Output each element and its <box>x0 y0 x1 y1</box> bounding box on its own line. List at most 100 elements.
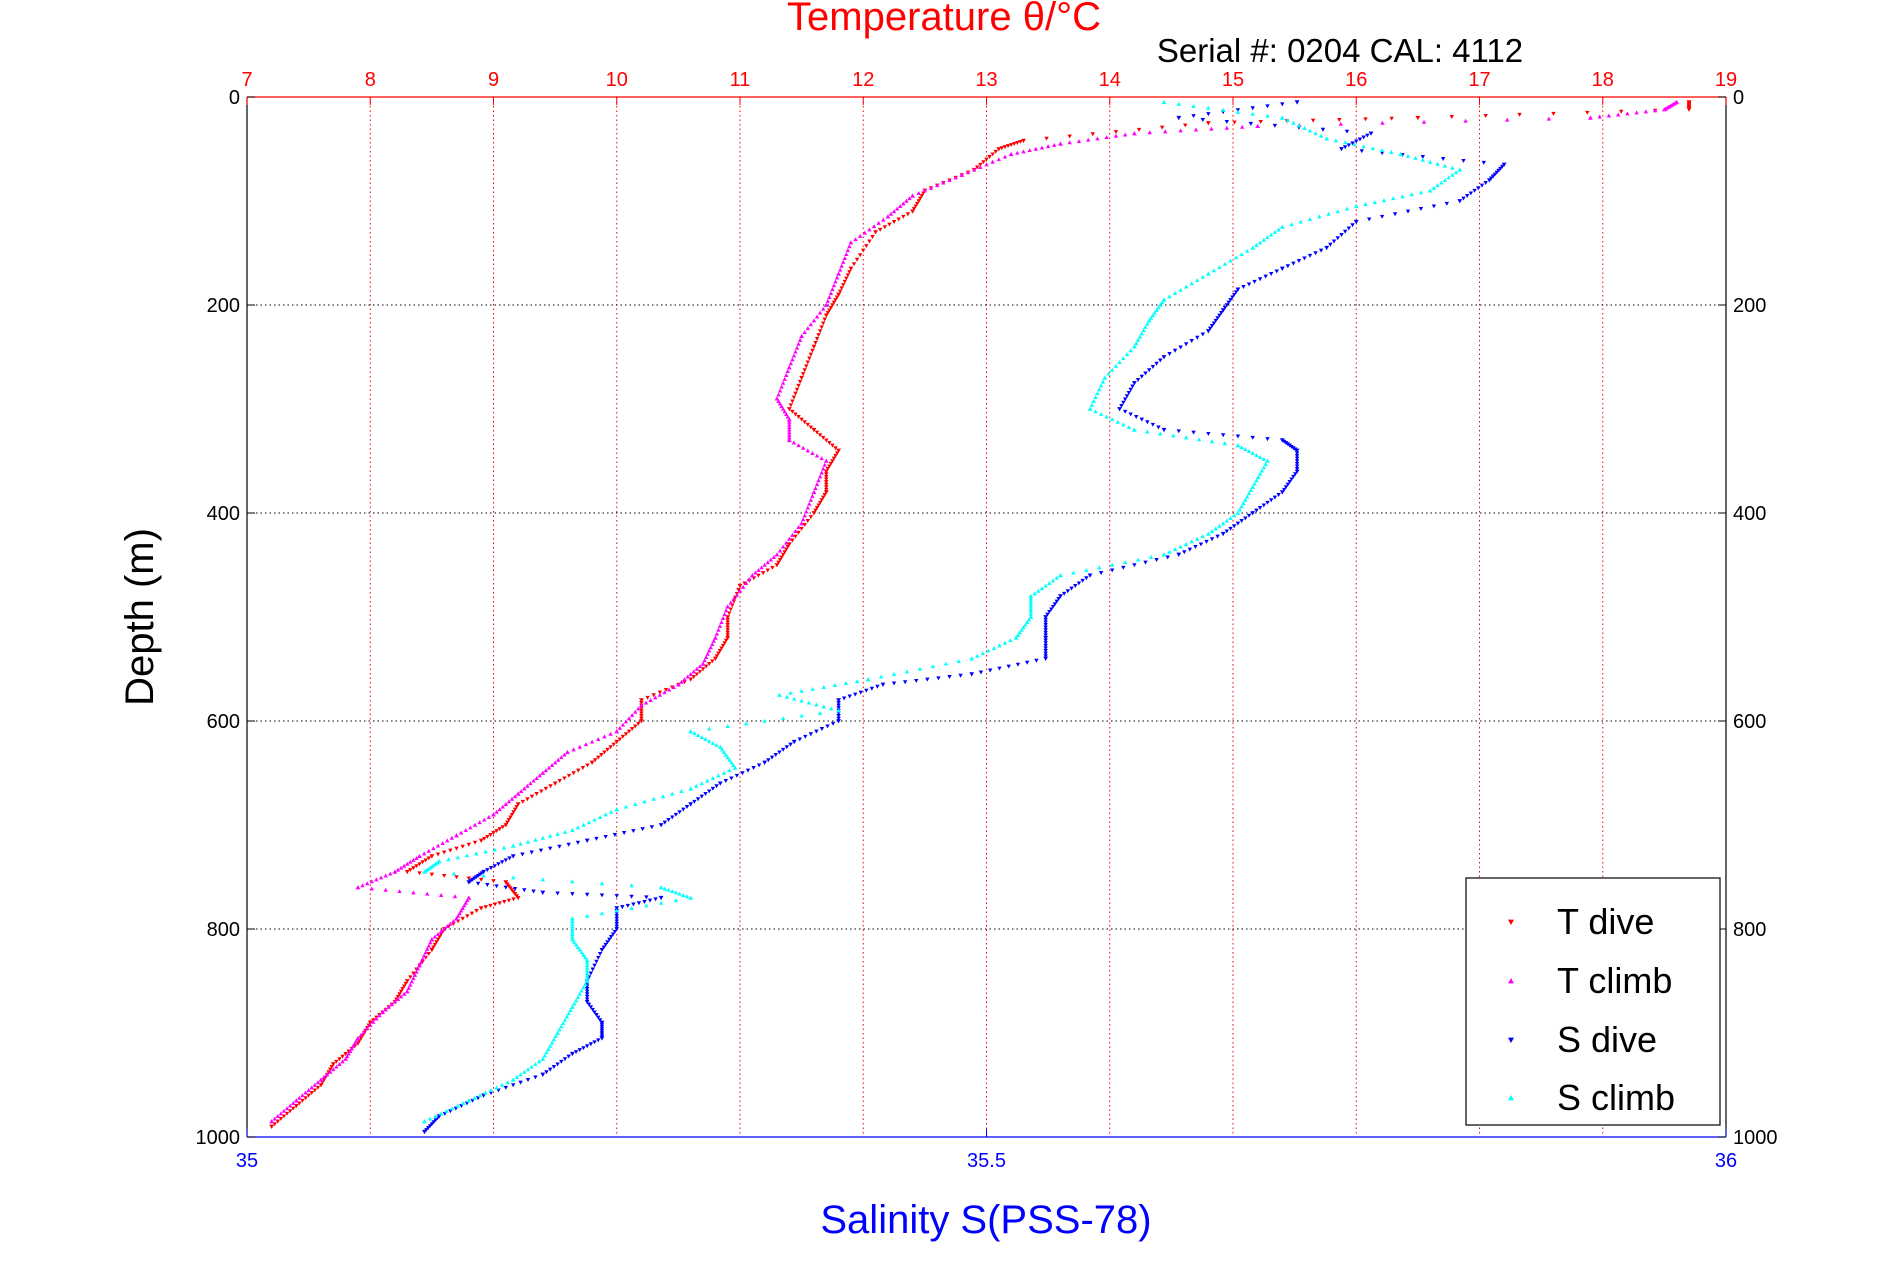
data-point <box>1357 137 1363 142</box>
data-point <box>1006 664 1011 669</box>
data-point <box>1359 149 1364 154</box>
data-point <box>1285 442 1291 447</box>
data-point <box>562 776 567 781</box>
data-point <box>1152 310 1157 315</box>
data-point <box>360 883 365 888</box>
data-point <box>1189 539 1194 544</box>
data-point <box>559 1024 564 1029</box>
data-point <box>834 451 840 456</box>
data-point <box>814 453 820 458</box>
data-point <box>842 256 847 260</box>
data-point <box>987 155 992 159</box>
data-point <box>792 696 797 701</box>
data-point <box>497 901 502 906</box>
data-point <box>451 922 456 926</box>
data-point <box>727 768 732 773</box>
data-point <box>841 259 846 264</box>
data-point <box>832 683 838 688</box>
data-point <box>485 883 490 887</box>
data-point <box>1625 111 1630 116</box>
data-point <box>1176 115 1182 121</box>
data-point <box>953 175 958 180</box>
data-point <box>485 834 490 839</box>
data-point <box>1370 146 1376 151</box>
data-point <box>1324 136 1330 141</box>
data-point <box>734 592 740 597</box>
data-point <box>662 886 668 891</box>
data-point <box>1136 127 1142 132</box>
data-point <box>1085 137 1091 142</box>
data-point <box>836 292 841 297</box>
data-point <box>475 1096 481 1101</box>
data-point <box>1134 341 1139 346</box>
data-point <box>1012 142 1017 146</box>
data-point <box>503 858 509 863</box>
data-point <box>827 308 832 313</box>
data-point <box>525 1067 531 1072</box>
data-point <box>887 222 892 227</box>
data-point <box>515 895 521 901</box>
data-point <box>1400 194 1405 199</box>
data-point <box>438 893 444 897</box>
data-point <box>584 976 590 981</box>
data-point <box>787 536 792 541</box>
data-point <box>780 406 786 411</box>
data-point <box>978 162 983 167</box>
data-point <box>1269 232 1274 237</box>
data-point <box>557 844 562 849</box>
data-point <box>1008 638 1013 643</box>
data-point <box>617 737 623 742</box>
data-point <box>1333 138 1339 143</box>
data-point <box>312 1082 317 1087</box>
data-point <box>727 757 732 762</box>
data-point <box>1298 219 1303 224</box>
data-point <box>644 903 649 908</box>
data-point <box>947 675 952 679</box>
data-point <box>457 911 462 916</box>
data-point <box>1069 586 1074 591</box>
data-point <box>717 744 723 749</box>
data-point <box>1043 656 1049 661</box>
data-point <box>423 950 428 955</box>
data-point <box>1117 407 1123 412</box>
data-point <box>810 493 815 498</box>
data-point <box>727 611 732 616</box>
data-point <box>1293 472 1298 477</box>
data-point <box>791 440 797 445</box>
data-point <box>699 735 704 740</box>
data-point <box>705 778 710 783</box>
data-point <box>573 1050 579 1055</box>
data-point <box>594 959 599 964</box>
data-point <box>780 716 786 721</box>
data-point <box>663 688 669 692</box>
temperature-tick-label: 7 <box>241 69 252 91</box>
data-point <box>824 485 829 490</box>
x-axis-title: Salinity S(PSS-78) <box>820 1198 1151 1242</box>
data-point <box>575 945 581 949</box>
data-point <box>825 467 831 471</box>
data-point <box>592 1010 597 1015</box>
data-point <box>623 732 629 737</box>
data-point <box>1442 178 1448 182</box>
data-point <box>426 856 431 861</box>
data-point <box>1156 305 1161 310</box>
data-point <box>548 784 553 789</box>
data-point <box>1195 335 1200 340</box>
data-point <box>506 898 512 903</box>
data-point <box>420 860 425 865</box>
data-point <box>697 664 703 669</box>
data-point <box>499 860 505 865</box>
data-point <box>784 745 790 750</box>
data-point <box>725 635 731 641</box>
data-point <box>677 810 682 815</box>
data-point <box>787 430 792 435</box>
data-point <box>670 815 675 820</box>
data-point <box>451 919 456 923</box>
data-point <box>847 270 852 275</box>
data-point <box>368 1023 373 1027</box>
data-point <box>348 1049 353 1053</box>
data-point <box>808 352 814 357</box>
data-point <box>996 147 1002 152</box>
data-point <box>1250 484 1256 489</box>
data-point <box>579 950 584 955</box>
